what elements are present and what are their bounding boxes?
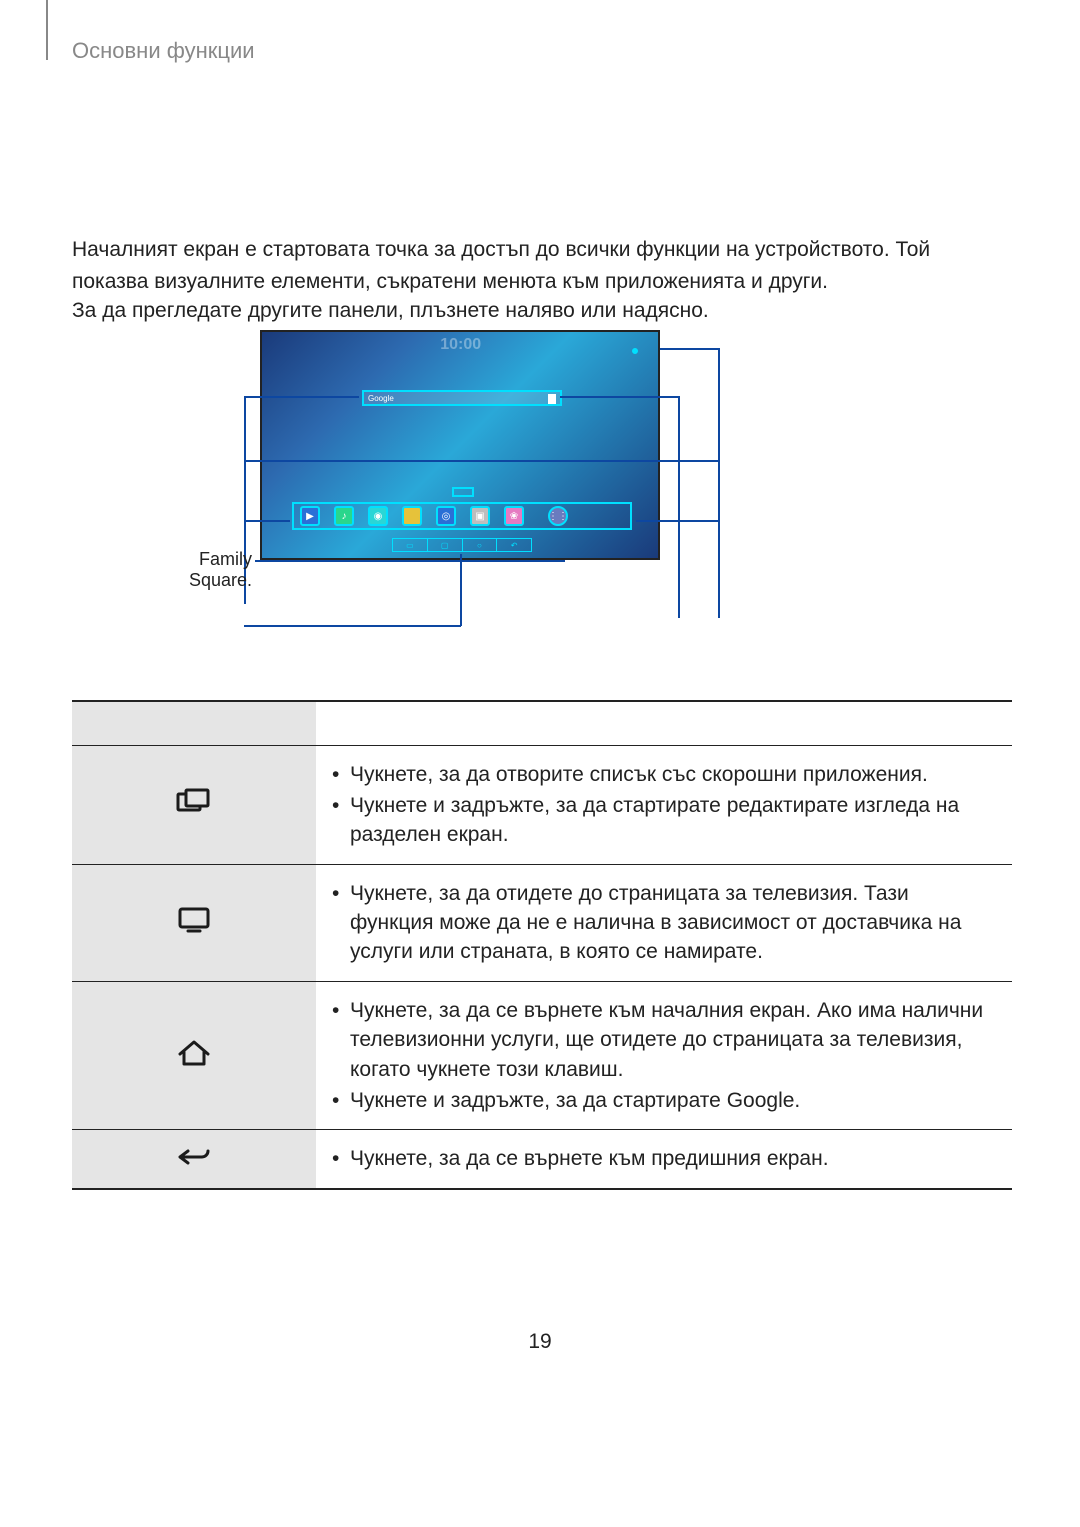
- back-icon: [174, 1145, 214, 1174]
- home-screen-figure: 10:00 Google ▶ ♪ ◉ ◎ ▣ ❀ ⋮⋮ ▭ ▢ ○ ↶: [260, 330, 660, 560]
- leader-line: [460, 554, 462, 626]
- home-icon: [174, 1038, 214, 1073]
- status-indicator-icon: [632, 348, 638, 354]
- table-cell-text: Чукнете и задръжте, за да стартирате Goo…: [324, 1086, 994, 1115]
- music-app-icon: ♪: [334, 506, 354, 526]
- settings-app-icon: ◎: [436, 506, 456, 526]
- video-app-icon: ▶: [300, 506, 320, 526]
- table-cell-text: Чукнете, за да се върнете към началния е…: [324, 996, 994, 1084]
- page-indicator: [452, 487, 474, 497]
- paragraph-2: За да прегледате другите панели, плъзнет…: [72, 295, 1012, 327]
- leader-line: [718, 348, 720, 618]
- mic-icon: [548, 394, 556, 404]
- family-square-icon: ❀: [504, 506, 524, 526]
- nav-home-icon: ○: [463, 539, 498, 551]
- table-header-desc: [316, 701, 1012, 745]
- leader-line: [244, 460, 719, 462]
- page-margin-rule: [46, 0, 48, 60]
- nav-tv-icon: ▢: [428, 539, 463, 551]
- section-header: Основни функции: [72, 38, 255, 64]
- gallery-app-icon: ▣: [470, 506, 490, 526]
- nav-recent-icon: ▭: [393, 539, 428, 551]
- app-dock: ▶ ♪ ◉ ◎ ▣ ❀ ⋮⋮: [292, 502, 632, 530]
- apps-drawer-icon: ⋮⋮: [548, 506, 568, 526]
- browser-app-icon: ◉: [368, 506, 388, 526]
- table-row: Чукнете, за да отидете до страницата за …: [72, 864, 1012, 981]
- table-row: Чукнете, за да отворите списък със скоро…: [72, 745, 1012, 864]
- system-nav-bar: ▭ ▢ ○ ↶: [392, 538, 532, 552]
- table-header-icon: [72, 701, 316, 745]
- leader-line: [636, 520, 718, 522]
- paragraph-1: Началният екран е стартовата точка за до…: [72, 234, 1012, 297]
- leader-line: [678, 396, 680, 618]
- table-cell-text: Чукнете, за да отворите списък със скоро…: [324, 760, 994, 789]
- family-square-callout: Family Square.: [176, 549, 252, 591]
- files-app-icon: [402, 506, 422, 526]
- google-search-widget: Google: [362, 390, 562, 406]
- tv-icon: [174, 905, 214, 940]
- leader-line: [244, 396, 359, 398]
- leader-line: [660, 348, 720, 350]
- leader-line: [560, 396, 680, 398]
- clock-text: 10:00: [440, 336, 481, 354]
- page-number: 19: [0, 1330, 1080, 1354]
- table-row: Чукнете, за да се върнете към началния е…: [72, 981, 1012, 1130]
- search-label: Google: [368, 394, 394, 403]
- table-cell-text: Чукнете, за да отидете до страницата за …: [324, 879, 994, 967]
- leader-line: [244, 625, 461, 627]
- recent-apps-icon: [174, 788, 214, 821]
- leader-line: [244, 520, 290, 522]
- leader-line: [255, 560, 565, 562]
- table-cell-text: Чукнете и задръжте, за да стартирате ред…: [324, 791, 994, 850]
- table-cell-text: Чукнете, за да се върнете към предишния …: [324, 1144, 994, 1173]
- nav-back-icon: ↶: [497, 539, 531, 551]
- nav-buttons-table: Чукнете, за да отворите списък със скоро…: [72, 700, 1012, 1190]
- table-row: Чукнете, за да се върнете към предишния …: [72, 1130, 1012, 1189]
